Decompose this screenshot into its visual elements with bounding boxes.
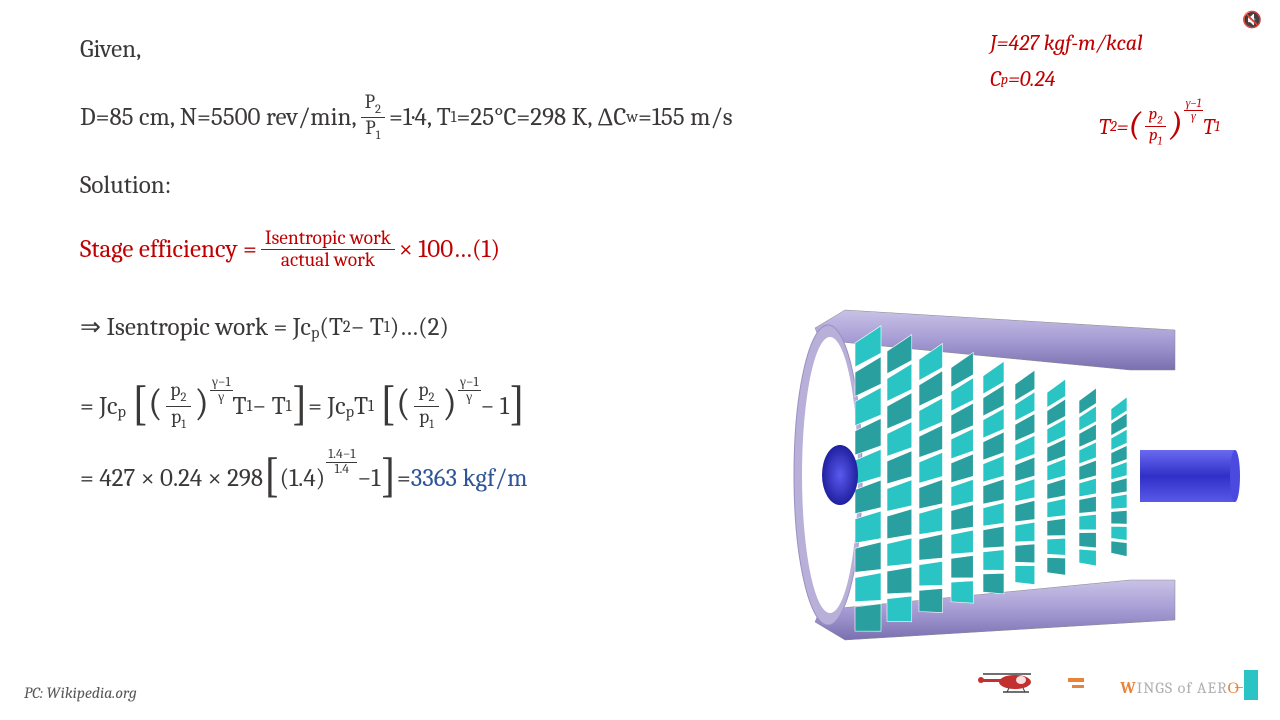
eff-fraction: Isentropic work actual work <box>261 228 395 270</box>
stage-efficiency-eq: Stage efficiency = Isentropic work actua… <box>80 228 900 270</box>
J-constant: J=427 kgf-m/kcal <box>990 30 1220 56</box>
dcw-val: =155 m/s <box>638 103 733 132</box>
p-ratio-1: p2 p1 <box>166 380 190 431</box>
wings-of-aero-logo: WINGS of AERO̶ <box>1120 679 1240 698</box>
compressor-illustration <box>760 300 1240 650</box>
constants-box: J=427 kgf-m/kcal Cp=0.24 T2 = ( p2 p1 ) … <box>990 30 1220 147</box>
logo-bar-icon <box>1068 678 1084 682</box>
page-marker <box>1244 670 1258 700</box>
solution-label: Solution: <box>80 171 900 200</box>
param-d: D=85 cm, N=5500 rev/min, <box>80 103 357 132</box>
Cp-constant: Cp=0.24 <box>990 66 1220 92</box>
helicopter-icon <box>975 668 1045 696</box>
pressure-ratio: P2 P1 <box>361 92 385 143</box>
sound-icon: 🔇 <box>1242 10 1262 29</box>
result-value: 3363 kgf/m <box>411 464 528 493</box>
picture-credit: PC: Wikipedia.org <box>24 684 137 702</box>
parameters-line: D=85 cm, N=5500 rev/min, P2 P1 =1·4, T1 … <box>80 92 900 143</box>
logo-bar2-icon <box>1072 685 1084 688</box>
given-label: Given, <box>80 35 900 64</box>
t1-val: =25°C=298 K, ΔC <box>457 103 627 132</box>
p-ratio-2: p2 p1 <box>414 380 438 431</box>
T2-equation: T2 = ( p2 p1 ) γ−1γ T1 <box>990 106 1220 147</box>
pr-eq: =1·4, T <box>389 103 451 132</box>
